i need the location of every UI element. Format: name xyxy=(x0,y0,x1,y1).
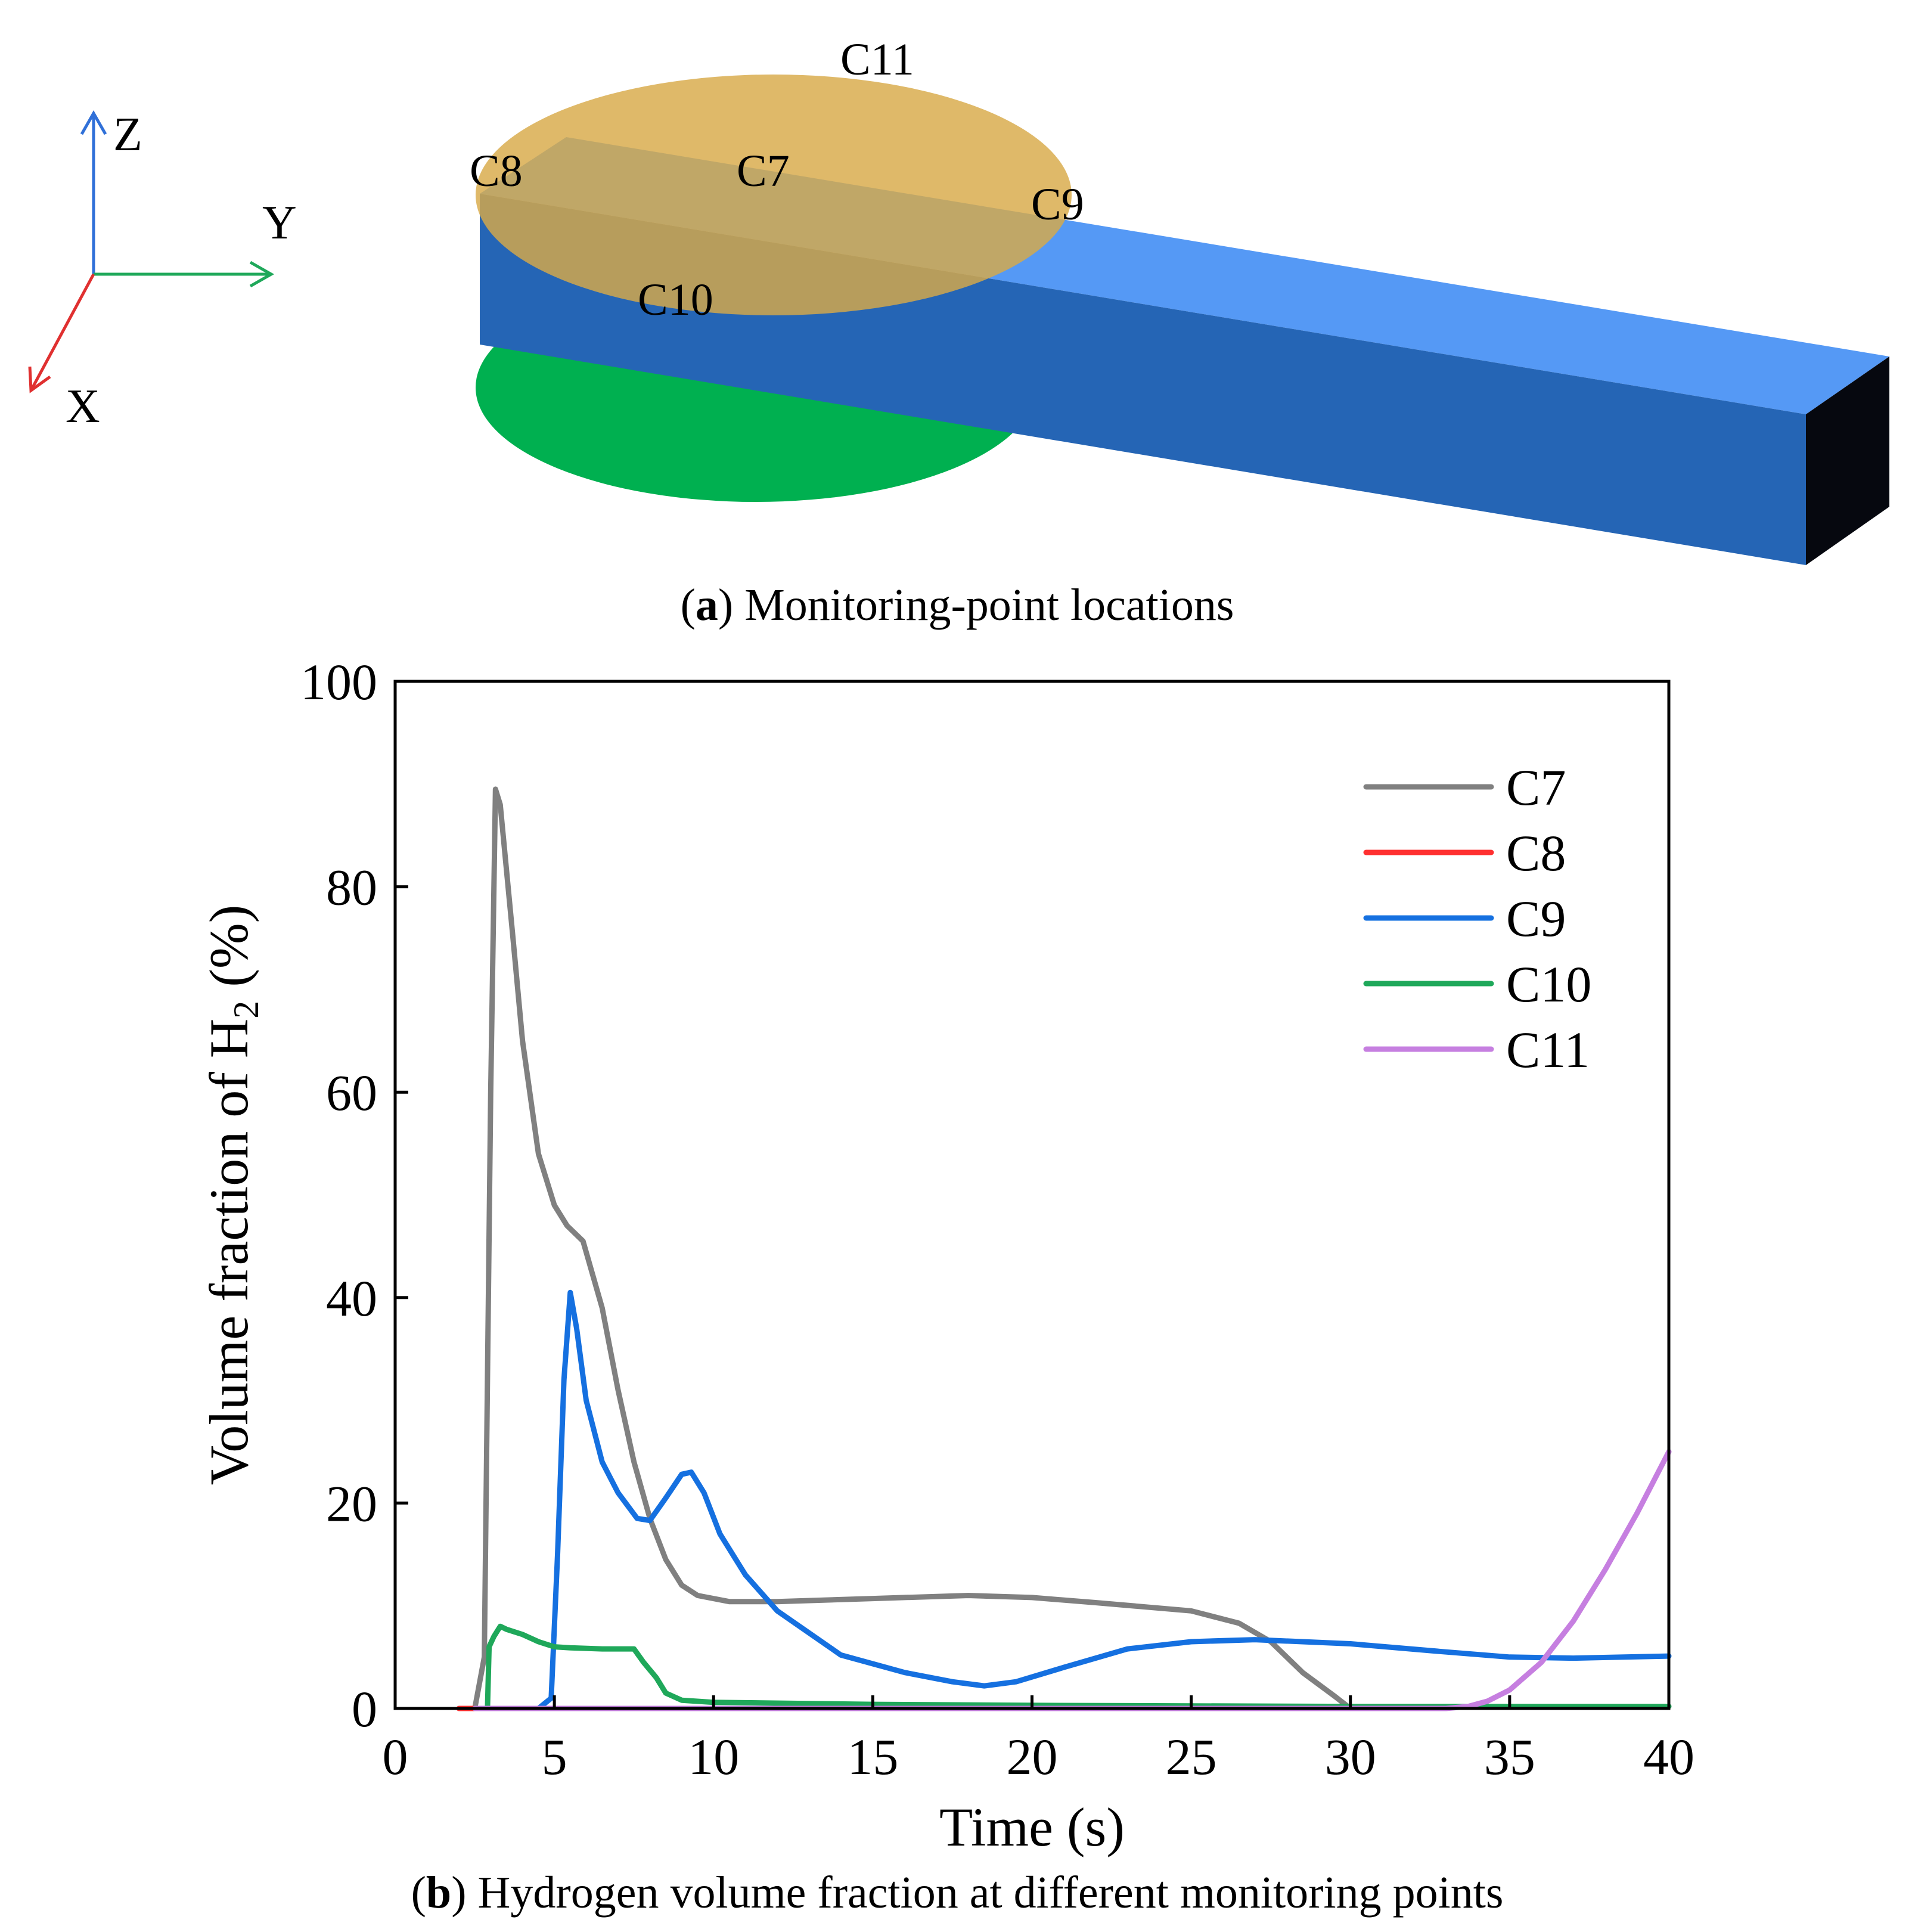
x-tick-label-15: 15 xyxy=(847,1728,898,1785)
y-tick-label-100: 100 xyxy=(300,653,377,711)
beam-end-face xyxy=(1806,356,1889,565)
caption-a: (a) Monitoring-point locations xyxy=(681,580,1234,630)
plot-frame xyxy=(393,680,1671,1710)
legend-label-c10: C10 xyxy=(1506,956,1591,1013)
x-tick-label-0: 0 xyxy=(383,1728,408,1785)
legend-label-c8: C8 xyxy=(1506,824,1566,882)
y-axis-title: Volume fraction of H2 (%) xyxy=(198,905,266,1486)
chart-root: 0 5 10 15 20 25 30 35 40 0 20 40 60 80 100 Time (s) Volu… xyxy=(198,653,1694,1857)
z-axis-label: Z xyxy=(113,108,142,161)
y-tick-label-80: 80 xyxy=(326,859,377,916)
point-label-c11: C11 xyxy=(840,35,914,85)
caption-b: (b) Hydrogen volume fraction at differen… xyxy=(411,1868,1504,1918)
x-axis-arrowhead xyxy=(28,366,51,393)
y-tick-label-20: 20 xyxy=(326,1475,377,1532)
x-axis-arrow xyxy=(29,273,95,392)
series-line-c10 xyxy=(485,1623,1672,1711)
series-line-c11 xyxy=(472,1449,1672,1711)
caption-a-text: Monitoring-point locations xyxy=(733,580,1234,630)
y-tick-label-40: 40 xyxy=(326,1270,377,1327)
y-axis-label: Y xyxy=(262,197,297,249)
x-axis-title: Time (s) xyxy=(939,1797,1125,1857)
legend-label-c7: C7 xyxy=(1506,759,1566,816)
x-tick-label-10: 10 xyxy=(688,1728,739,1785)
point-label-c10: C10 xyxy=(638,275,713,325)
top-disc xyxy=(476,75,1072,315)
x-tick-label-30: 30 xyxy=(1325,1728,1376,1785)
series-line-c7 xyxy=(472,786,1354,1711)
caption-b-letter: b xyxy=(426,1868,451,1918)
x-tick-label-40: 40 xyxy=(1643,1728,1694,1785)
y-tick-label-0: 0 xyxy=(352,1680,377,1738)
point-label-c8: C8 xyxy=(470,146,523,196)
x-tick-label-35: 35 xyxy=(1484,1728,1535,1785)
y-axis-arrowhead xyxy=(249,261,275,288)
y-tick-label-60: 60 xyxy=(326,1064,377,1121)
x-axis-label: X xyxy=(66,380,100,433)
point-label-c9: C9 xyxy=(1031,179,1084,230)
x-tick-label-5: 5 xyxy=(542,1728,567,1785)
monitoring-point-diagram: Z Y X C11 C8 C7 C9 C10 (a) Monitoring-po… xyxy=(28,35,1889,630)
legend-label-c11: C11 xyxy=(1506,1021,1590,1078)
caption-a-letter: a xyxy=(696,580,718,630)
series-line-c9 xyxy=(535,1289,1672,1711)
x-tick-label-25: 25 xyxy=(1166,1728,1217,1785)
legend-label-c9: C9 xyxy=(1506,890,1566,947)
point-label-c7: C7 xyxy=(737,146,790,196)
coordinate-axes: Z Y X xyxy=(28,108,297,433)
caption-b-text: Hydrogen volume fraction at different mo… xyxy=(467,1868,1504,1918)
x-tick-label-20: 20 xyxy=(1007,1728,1058,1785)
z-axis-arrowhead xyxy=(80,110,107,135)
